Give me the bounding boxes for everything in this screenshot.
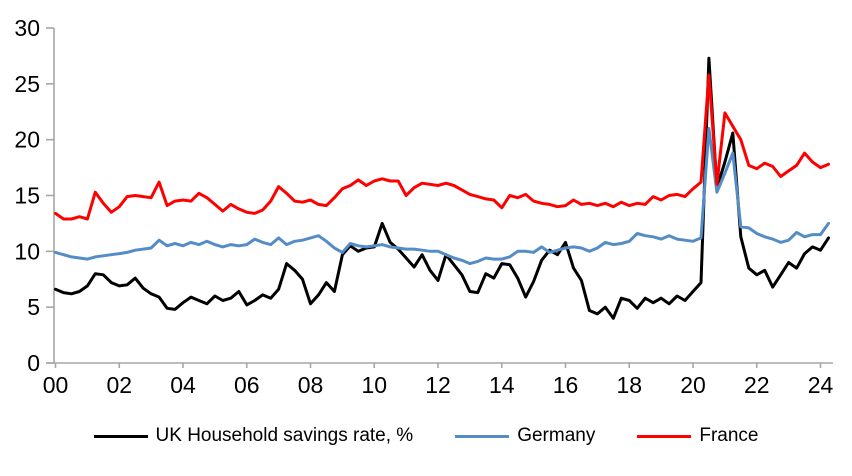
legend-label-france: France <box>699 425 759 446</box>
x-tick-label: 18 <box>616 372 642 398</box>
y-tick-label: 0 <box>27 350 40 376</box>
x-tick-label: 12 <box>425 372 451 398</box>
series-line-uk <box>54 56 830 320</box>
y-tick-label: 15 <box>14 183 40 209</box>
uk-line-swatch <box>93 434 148 438</box>
y-tick-label: 25 <box>14 71 40 97</box>
x-tick-label: 22 <box>744 372 770 398</box>
y-tick-label: 5 <box>27 294 40 320</box>
germany-line-swatch <box>455 434 510 438</box>
legend-item-france: France <box>637 425 759 447</box>
legend: UK Household savings rate, % Germany Fra… <box>0 425 852 447</box>
legend-label-germany: Germany <box>517 425 596 446</box>
axes <box>46 27 833 368</box>
legend-item-germany: Germany <box>455 425 596 447</box>
x-tick-label: 24 <box>808 372 834 398</box>
legend-label-uk: UK Household savings rate, % <box>155 425 414 446</box>
france-line-swatch <box>637 434 692 438</box>
series-line-france <box>54 73 830 221</box>
x-tick-label: 16 <box>553 372 579 398</box>
x-tick-label: 08 <box>298 372 324 398</box>
series-line-germany <box>54 127 830 266</box>
x-tick-label: 06 <box>234 372 260 398</box>
plot-area: 0 5 10 15 20 25 30 00 02 04 06 08 10 12 14 16 18 20 22 24 <box>14 15 833 398</box>
y-tick-label: 30 <box>14 15 40 41</box>
x-tick-label: 14 <box>489 372 515 398</box>
x-tick-label: 10 <box>361 372 387 398</box>
tick-labels: 0 5 10 15 20 25 30 00 02 04 06 08 10 12 14 16 18 20 22 24 <box>14 15 833 398</box>
y-tick-label: 10 <box>14 238 40 264</box>
x-tick-label: 04 <box>170 372 196 398</box>
legend-item-uk: UK Household savings rate, % <box>93 425 414 447</box>
x-tick-label: 20 <box>680 372 706 398</box>
y-tick-label: 20 <box>14 127 40 153</box>
x-tick-label: 00 <box>43 372 69 398</box>
x-tick-label: 02 <box>106 372 132 398</box>
